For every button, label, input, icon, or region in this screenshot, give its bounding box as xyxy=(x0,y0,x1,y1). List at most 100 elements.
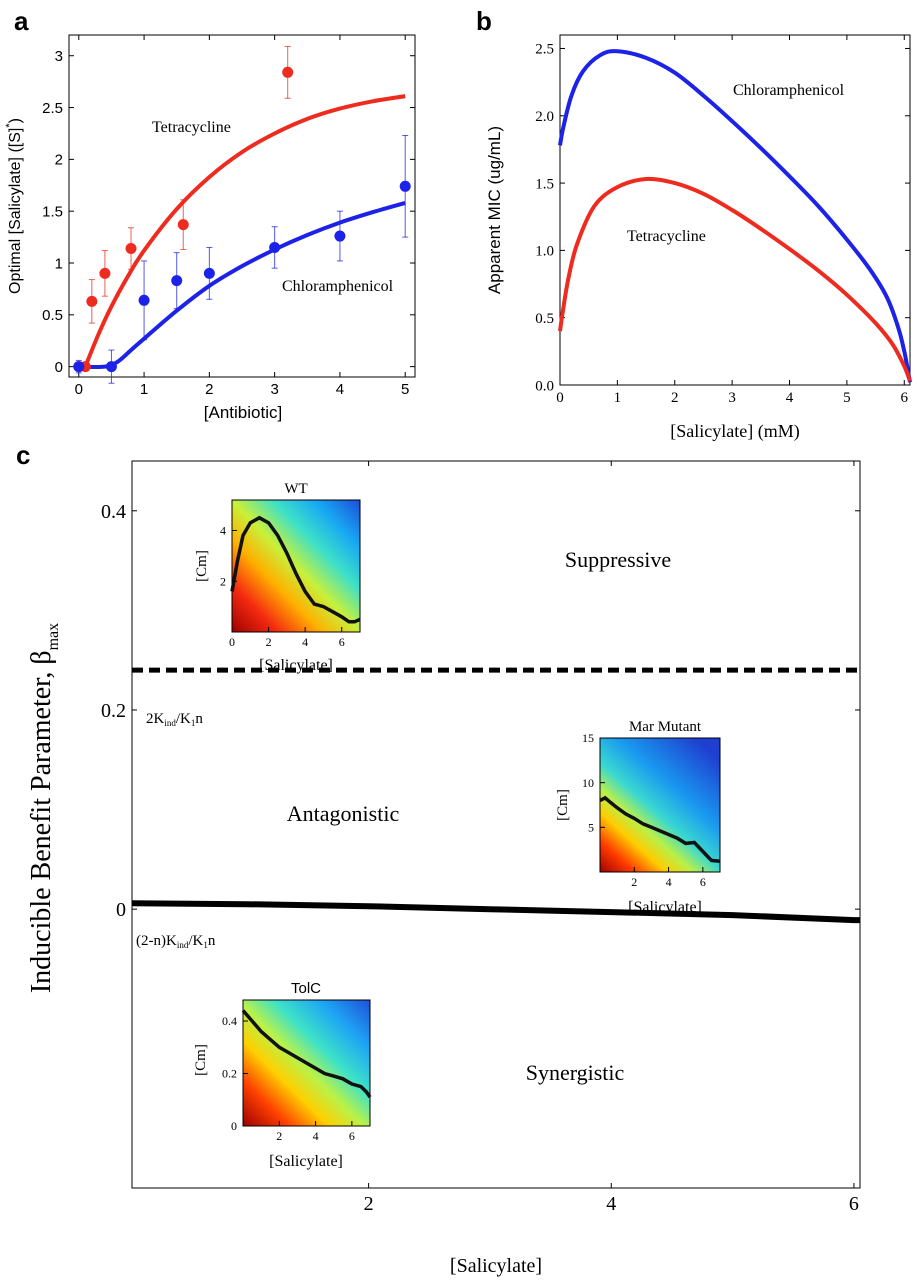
data-point-chloramphenicol xyxy=(203,267,215,279)
b-xtick-label: 6 xyxy=(901,390,909,406)
data-point-tetracycline xyxy=(125,242,137,254)
a-xtick-label: 3 xyxy=(270,381,278,398)
axis-x-label-a: [Antibiotic] xyxy=(204,403,282,422)
data-point-tetracycline xyxy=(177,219,189,231)
b-ytick-label: 2.0 xyxy=(535,109,554,125)
c-ytick-label: 0.2 xyxy=(101,700,126,722)
a-ytick-label: 2 xyxy=(55,152,63,169)
inset-wt-curve xyxy=(230,515,361,624)
panel-a-plot-frame xyxy=(68,34,416,378)
b-xtick-label: 3 xyxy=(728,390,736,406)
inset-wt-xtick-label: 0 xyxy=(229,635,235,649)
inset-wt-xtick-label: 6 xyxy=(339,635,345,649)
inset-tolc: 2 4 6 0 0.2 0.4 TolC [Salicylate] [Cm] xyxy=(193,980,372,1170)
fit-curve-chloramphenicol xyxy=(78,200,406,369)
axis-x-label-c: [Salicylate] xyxy=(450,1255,542,1277)
region-label-synergistic: Synergistic xyxy=(526,1060,625,1085)
data-point-chloramphenicol xyxy=(73,361,85,373)
b-xtick-label: 4 xyxy=(786,390,794,406)
b-ytick-label: 0.0 xyxy=(535,378,554,394)
b-xtick-label: 5 xyxy=(843,390,851,406)
inset-wt-ytick-label: 4 xyxy=(220,524,226,538)
data-point-tetracycline xyxy=(99,267,111,279)
panel-letter-b: b xyxy=(476,6,492,36)
axis-y-label-c: Inducible Benefit Parameter, βmax xyxy=(26,623,62,993)
inset-tolc-xtick-label: 6 xyxy=(349,1129,355,1143)
inset-tolc-xtick-label: 4 xyxy=(313,1129,319,1143)
b-ytick-label: 2.5 xyxy=(535,42,554,58)
data-point-chloramphenicol xyxy=(269,241,281,253)
b-ytick-label: 0.5 xyxy=(535,311,554,327)
a-ytick-label: 0.5 xyxy=(42,307,63,324)
axis-y-label-a: Optimal [Salicylate] ([S]*) xyxy=(4,118,24,294)
panel-letter-c: c xyxy=(16,440,30,470)
label-tetracycline-a: Tetracycline xyxy=(152,119,231,136)
inset-tolc-frame xyxy=(242,999,371,1127)
inset-tolc-xlabel: [Salicylate] xyxy=(269,1153,343,1170)
panel-a: a 0 1 2 3 4 5 0 0.5 1 1.5 2 2.5 3 Tetracycline Chlo… xyxy=(4,6,416,422)
inset-mar-xtick-label: 2 xyxy=(631,875,637,889)
label-tetracycline-b: Tetracycline xyxy=(627,228,706,245)
data-point-chloramphenicol xyxy=(171,275,183,287)
inset-tolc-curve xyxy=(241,1009,372,1099)
inset-tolc-xtick-label: 2 xyxy=(276,1129,282,1143)
inset-mar-curve xyxy=(599,795,721,864)
a-ytick-label: 2.5 xyxy=(42,100,63,117)
inset-mar-frame xyxy=(599,737,721,873)
fit-curve-tetracycline xyxy=(83,94,406,368)
inset-mar-xtick-label: 6 xyxy=(700,875,706,889)
a-xtick-label: 1 xyxy=(140,381,148,398)
boundary-label: (2-n)Kind/K1n xyxy=(136,933,216,950)
a-xtick-label: 0 xyxy=(75,381,83,398)
inset-tolc-ytick-label: 0.2 xyxy=(222,1067,237,1081)
inset-wt-ylabel: [Cm] xyxy=(194,550,210,582)
inset-wt-heatmap xyxy=(232,500,360,632)
threshold-label: 2Kind/K1n xyxy=(146,711,203,728)
inset-wt-xtick-label: 2 xyxy=(266,635,272,649)
data-point-chloramphenicol xyxy=(105,361,117,373)
inset-wt: 0 2 4 6 2 4 WT [Salicylate] [Cm] xyxy=(194,481,361,674)
axis-y-label-b: Apparent MIC (ug/mL) xyxy=(485,126,504,294)
a-ytick-label: 3 xyxy=(55,48,63,65)
a-xtick-label: 2 xyxy=(205,381,213,398)
inset-mar-mutant: 2 4 6 5 10 15 Mar Mutant [Salicylate] [Cm] xyxy=(555,719,721,916)
a-ytick-label: 1.5 xyxy=(42,203,63,220)
data-point-chloramphenicol xyxy=(138,294,150,306)
a-xtick-label: 5 xyxy=(401,381,409,398)
panel-c-plot-frame xyxy=(131,460,861,1189)
b-ytick-label: 1.5 xyxy=(535,176,554,192)
inset-tolc-ytick-label: 0.4 xyxy=(222,1014,237,1028)
inset-tolc-title: TolC xyxy=(291,980,321,997)
panel-c: c 2 4 6 0 0.2 0.4 2Kind/K1n (2-n)Kind/K1n Su… xyxy=(16,440,861,1277)
c-xtick-label: 2 xyxy=(364,1193,374,1215)
c-ytick-label: 0 xyxy=(116,899,126,921)
a-xtick-label: 4 xyxy=(336,381,344,398)
inset-wt-xlabel: [Salicylate] xyxy=(259,657,333,674)
b-ytick-label: 1.0 xyxy=(535,244,554,260)
panel-b: b 0 1 2 3 4 5 6 0.0 0.5 1.0 1.5 2.0 2.5 Chloramphen… xyxy=(476,6,912,442)
a-ytick-label: 0 xyxy=(55,359,63,376)
series-line-tetracycline xyxy=(558,176,912,382)
region-label-antagonistic: Antagonistic xyxy=(287,801,400,826)
panel-b-plot-frame xyxy=(559,34,911,386)
c-ytick-label: 0.4 xyxy=(101,501,126,523)
data-point-tetracycline xyxy=(86,295,98,307)
label-chloramphenicol-a: Chloramphenicol xyxy=(282,278,394,295)
b-xtick-label: 0 xyxy=(556,390,564,406)
inset-mar-xlabel: [Salicylate] xyxy=(628,899,702,916)
b-xtick-label: 2 xyxy=(671,390,679,406)
axis-x-label-b: [Salicylate] (mM) xyxy=(670,421,799,442)
boundary-line xyxy=(131,900,860,924)
inset-mar-ylabel: [Cm] xyxy=(555,789,571,821)
inset-tolc-ylabel: [Cm] xyxy=(193,1044,209,1076)
inset-wt-title: WT xyxy=(284,481,307,497)
c-xtick-label: 6 xyxy=(849,1193,859,1215)
inset-mar-ytick-label: 10 xyxy=(582,776,594,790)
series-line-chloramphenicol xyxy=(558,49,912,383)
data-point-chloramphenicol xyxy=(334,230,346,242)
inset-wt-ytick-label: 2 xyxy=(220,574,226,588)
b-xtick-label: 1 xyxy=(614,390,622,406)
region-label-suppressive: Suppressive xyxy=(565,547,671,572)
c-xtick-label: 4 xyxy=(606,1193,616,1215)
